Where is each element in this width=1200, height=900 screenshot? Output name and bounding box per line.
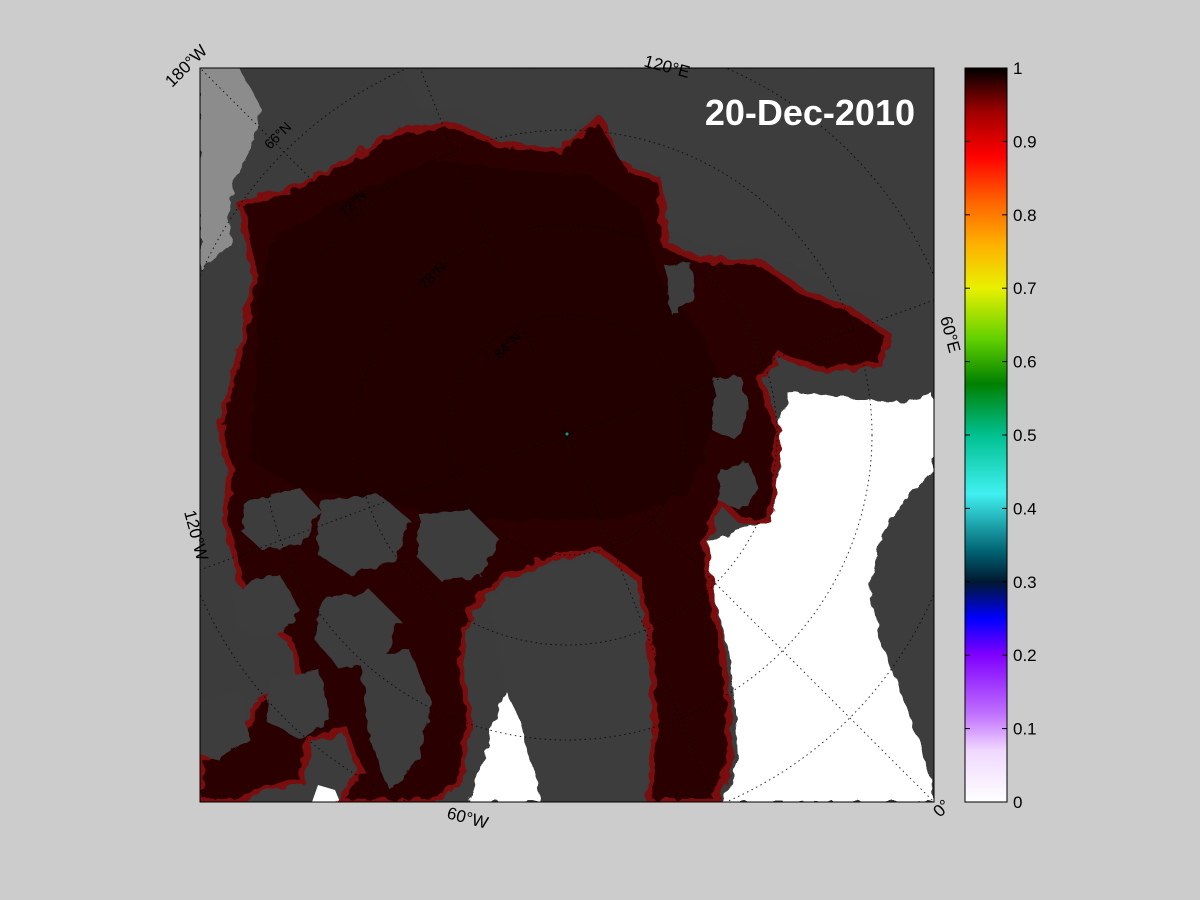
scandinavia-landmass bbox=[870, 470, 934, 790]
arctic-islands bbox=[665, 262, 760, 512]
open-water-area bbox=[705, 392, 934, 802]
map-panel: 66°N 72°N 78°N 84°N 20-Dec-2010 bbox=[200, 68, 934, 802]
lon-label-60w: 60°W bbox=[445, 804, 490, 833]
colorbar-tick-label: 0.7 bbox=[1013, 279, 1037, 298]
colorbar-tick-label: 0.9 bbox=[1013, 132, 1037, 151]
colorbar-gradient bbox=[965, 68, 1007, 802]
colorbar-tick-label: 0.8 bbox=[1013, 206, 1037, 225]
north-pole-marker bbox=[565, 432, 569, 436]
siberia-landmass bbox=[400, 68, 934, 300]
colorbar-tick-label: 0.1 bbox=[1013, 720, 1037, 739]
date-label: 20-Dec-2010 bbox=[705, 92, 915, 133]
lon-label-60e: 60°E bbox=[936, 314, 964, 355]
colorbar-tick-label: 0.5 bbox=[1013, 426, 1037, 445]
colorbar-tick-label: 0.3 bbox=[1013, 573, 1037, 592]
land-ice-region bbox=[200, 68, 262, 270]
colorbar-tick-label: 1 bbox=[1013, 59, 1022, 78]
graticule bbox=[200, 68, 934, 802]
colorbar-tick-label: 0.4 bbox=[1013, 499, 1037, 518]
map-frame bbox=[199, 67, 935, 803]
high-concentration-core bbox=[250, 160, 720, 520]
colorbar-ticks: 0 0.1 0.2 0.3 0.4 0.5 0.6 0.7 0.8 0.9 1 bbox=[965, 59, 1037, 812]
colorbar: 0 0.1 0.2 0.3 0.4 0.5 0.6 0.7 0.8 0.9 1 bbox=[964, 59, 1037, 812]
canadian-archipelago bbox=[200, 488, 500, 790]
open-water-bottom bbox=[470, 690, 540, 802]
colorbar-tick-label: 0 bbox=[1013, 793, 1022, 812]
colorbar-tick-label: 0.6 bbox=[1013, 353, 1037, 372]
colorbar-tick-label: 0.2 bbox=[1013, 646, 1037, 665]
open-water-bottom-left bbox=[312, 785, 340, 802]
